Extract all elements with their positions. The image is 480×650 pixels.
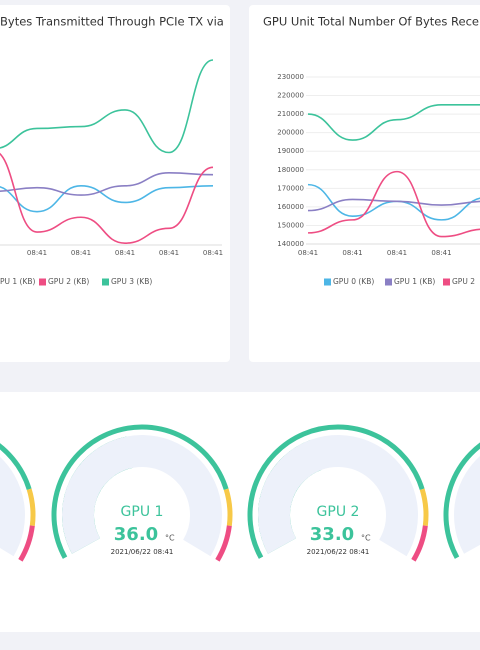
card [249,5,480,362]
y-tick-label: 140000 [277,240,304,248]
y-tick-label: 210000 [277,110,304,118]
line [307,170,480,238]
line [0,172,214,196]
gauge-ring [0,443,32,491]
x-tick-label: 08:41 [203,249,223,257]
gauge-ring-crit [18,525,35,562]
gauge-ring [443,442,480,559]
x-tick-label: 08:41 [387,249,407,257]
gauge-ring-warn [26,488,36,527]
gauge-track [0,456,25,557]
gauge-ring [51,424,229,559]
y-tick-label: 170000 [277,184,304,192]
y-tick-label: 150000 [277,221,304,229]
gauge-ring [247,424,425,559]
y-tick-label: 180000 [277,166,304,174]
legend-label: GPU 0 (KB) [333,277,374,286]
y-tick-label: 200000 [277,129,304,137]
legend-swatch [443,278,450,286]
gauge-track [454,456,480,554]
legend-swatch [385,278,392,286]
gauge-unit: °C [165,534,175,543]
gauge-track [258,435,418,557]
line [0,153,214,244]
legend-swatch [324,278,331,286]
legend-swatch [102,278,109,286]
y-tick-label: 220000 [277,92,304,100]
x-tick-label: 08:41 [27,249,47,257]
x-tick-label: 08:41 [298,249,318,257]
gauge-label: GPU 1 [121,504,164,520]
gauge-value-label: 36.0 [114,524,158,545]
gauge-ring-warn [419,488,429,527]
legend-label: GPU 1 (KB) [394,277,435,286]
gauge-ring-crit [215,525,232,562]
y-tick-label: 230000 [277,73,304,81]
legend-label: GPU 2 (KB) [48,277,89,286]
card [0,5,230,362]
gauge-ring-warn [223,488,233,527]
gauge-timestamp: 2021/06/22 08:41 [111,548,174,556]
line [307,104,480,141]
line [0,184,214,213]
gauge-timestamp: 2021/06/22 08:41 [307,548,370,556]
y-tick-label: 160000 [277,203,304,211]
x-tick-label: 08:41 [71,249,91,257]
y-tick-label: 190000 [277,147,304,155]
legend-label: GPU 3 (KB) [111,277,152,286]
chart-title: Bytes Transmitted Through PCIe TX via [0,15,224,29]
x-tick-label: 08:41 [159,249,179,257]
gauge-label: GPU 2 [317,504,360,520]
x-tick-label: 08:41 [431,249,451,257]
chart-title: GPU Unit Total Number Of Bytes Receive [263,15,480,29]
line [0,59,214,154]
legend-swatch [39,278,46,286]
legend-label: GPU 2 [452,277,475,286]
gauge-value-label: 33.0 [310,524,354,545]
gauge-ring-crit [411,525,428,562]
gauge-track [62,435,222,557]
line [307,198,480,212]
x-tick-label: 08:41 [342,249,362,257]
x-tick-label: 08:41 [115,249,135,257]
gauge-unit: °C [361,534,371,543]
legend-label: PU 1 (KB) [0,277,36,286]
